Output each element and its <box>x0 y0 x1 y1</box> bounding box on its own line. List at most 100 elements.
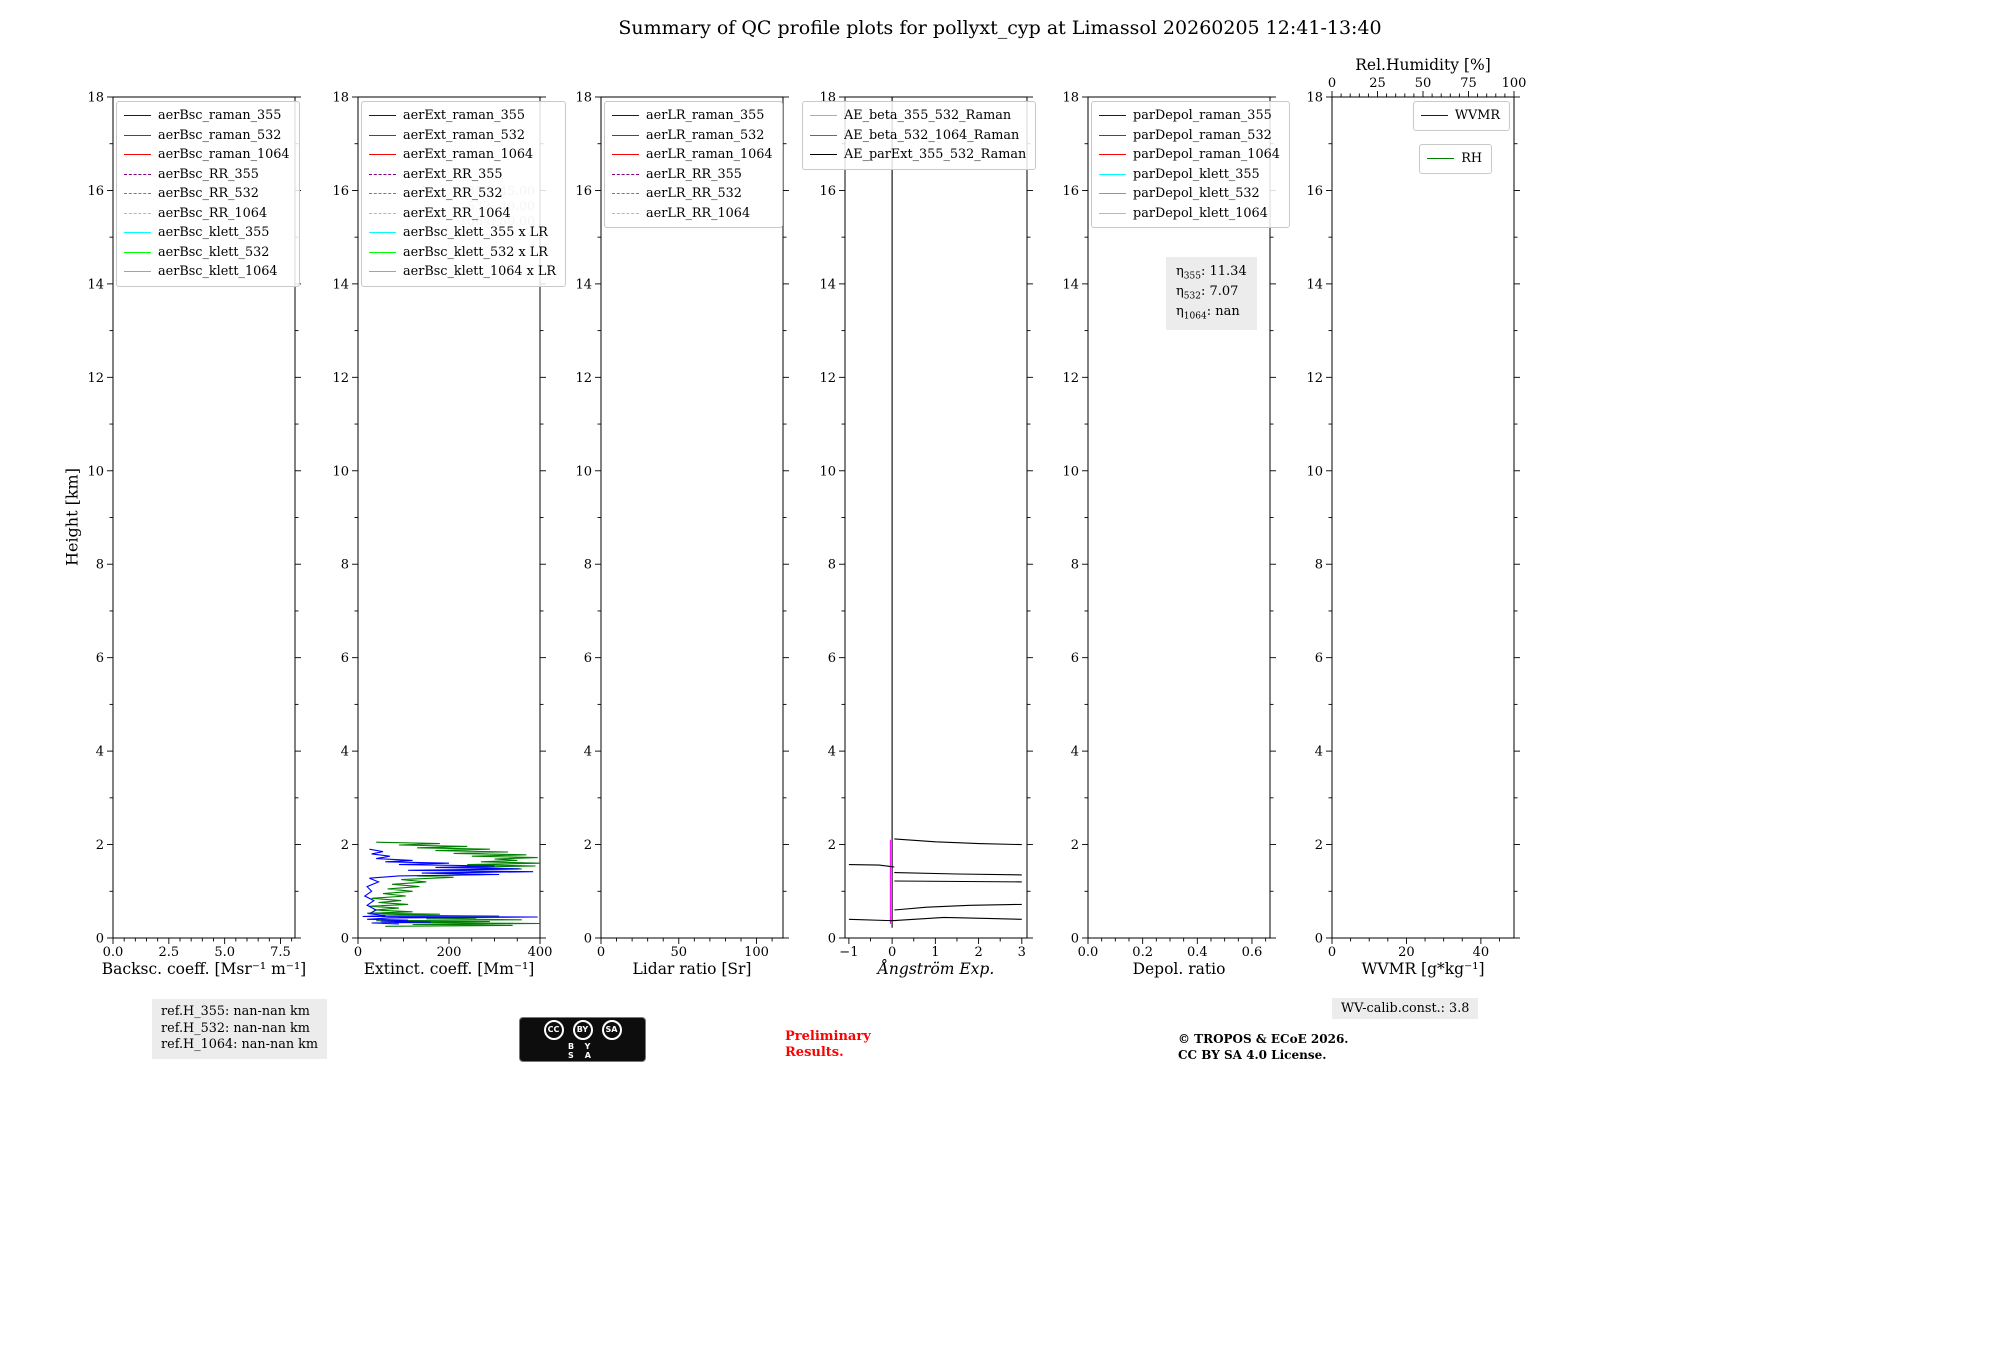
svg-text:50: 50 <box>1415 76 1432 91</box>
preliminary-line-1: Preliminary <box>785 1029 871 1044</box>
svg-text:0: 0 <box>1328 76 1336 91</box>
svg-text:50: 50 <box>671 945 688 960</box>
svg-text:2: 2 <box>974 945 982 960</box>
svg-text:40: 40 <box>1473 945 1490 960</box>
svg-text:18: 18 <box>575 91 592 106</box>
svg-text:12: 12 <box>819 371 836 386</box>
svg-text:4: 4 <box>341 745 349 760</box>
svg-text:6: 6 <box>341 651 349 666</box>
panel-6-frame <box>1331 96 1515 939</box>
svg-text:16: 16 <box>1306 184 1323 199</box>
AE_parExt_seg_2km <box>894 838 1022 846</box>
ref-h-1064: ref.H_1064: nan-nan km <box>161 1037 319 1053</box>
panel-5-frame <box>1087 96 1271 939</box>
panel-5-x-label: Depol. ratio <box>1133 960 1226 978</box>
panel-2-ticks <box>352 96 546 944</box>
panel-2-x-label: Extinct. coeff. [Mm⁻¹] <box>364 960 535 978</box>
y-axis-label: Height [km] <box>62 468 82 566</box>
svg-text:12: 12 <box>1062 371 1079 386</box>
panel-5-ticks <box>1082 96 1276 944</box>
svg-text:0.2: 0.2 <box>1132 945 1153 960</box>
svg-text:8: 8 <box>828 558 836 573</box>
panel-4-ticks <box>839 96 1033 944</box>
reference-height-box: ref.H_355: nan-nan km ref.H_532: nan-nan… <box>152 999 328 1059</box>
svg-text:0: 0 <box>1071 932 1079 947</box>
panel-1-frame <box>112 96 296 939</box>
svg-text:100: 100 <box>1502 76 1527 91</box>
svg-text:2: 2 <box>584 838 592 853</box>
svg-text:0: 0 <box>1328 945 1336 960</box>
svg-text:14: 14 <box>1062 277 1079 292</box>
svg-text:6: 6 <box>584 651 592 666</box>
svg-text:10: 10 <box>819 464 836 479</box>
svg-text:12: 12 <box>87 371 104 386</box>
svg-text:0.0: 0.0 <box>103 945 124 960</box>
top-axis-label: Rel.Humidity [%] <box>1355 56 1491 74</box>
cc-license-badge: CC BY SA BY SA <box>519 1017 646 1062</box>
panel-4-frame <box>844 96 1028 939</box>
svg-text:0: 0 <box>341 932 349 947</box>
svg-text:6: 6 <box>1315 651 1323 666</box>
svg-text:16: 16 <box>87 184 104 199</box>
svg-text:8: 8 <box>96 558 104 573</box>
svg-text:14: 14 <box>87 277 104 292</box>
svg-text:8: 8 <box>1071 558 1079 573</box>
copyright-line-1: © TROPOS & ECoE 2026. <box>1178 1032 1349 1046</box>
panel-1-ticks <box>107 96 301 944</box>
svg-text:14: 14 <box>1306 277 1323 292</box>
svg-text:14: 14 <box>575 277 592 292</box>
preliminary-line-2: Results. <box>785 1045 844 1061</box>
svg-text:16: 16 <box>1062 184 1079 199</box>
panel-3-frame <box>600 96 784 939</box>
svg-text:400: 400 <box>528 945 553 960</box>
AE_parExt_seg_1p55 <box>848 864 895 868</box>
svg-text:25: 25 <box>1369 76 1386 91</box>
AE_parExt_seg_0p7 <box>894 903 1022 911</box>
aerExt_raman_532 <box>367 841 540 927</box>
svg-text:0: 0 <box>828 932 836 947</box>
svg-text:10: 10 <box>332 464 349 479</box>
svg-text:18: 18 <box>1306 91 1323 106</box>
svg-text:14: 14 <box>819 277 836 292</box>
svg-text:6: 6 <box>1071 651 1079 666</box>
svg-text:10: 10 <box>87 464 104 479</box>
svg-text:75: 75 <box>1460 76 1477 91</box>
ref-h-532: ref.H_532: nan-nan km <box>161 1020 310 1036</box>
svg-text:4: 4 <box>1071 745 1079 760</box>
svg-text:0: 0 <box>354 945 362 960</box>
svg-text:2: 2 <box>96 838 104 853</box>
svg-text:2: 2 <box>1315 838 1323 853</box>
svg-text:4: 4 <box>96 745 104 760</box>
panel-2-frame <box>357 96 541 939</box>
svg-text:6: 6 <box>96 651 104 666</box>
svg-text:2: 2 <box>341 838 349 853</box>
AE_parExt_seg_0p4 <box>848 916 1022 922</box>
svg-text:16: 16 <box>575 184 592 199</box>
svg-text:4: 4 <box>584 745 592 760</box>
panel-5-tick-labels: 0 2 4 6 8 10 12 14 16 18 0.0 0.2 0.4 0.6 <box>1062 91 1262 961</box>
copyright-note: © TROPOS & ECoE 2026. CC BY SA 4.0 Licen… <box>1178 1032 1348 1063</box>
panel-1-tick-labels: 0 2 4 6 8 10 12 14 16 18 0.0 2.5 5.0 7.5 <box>87 91 290 961</box>
svg-text:20: 20 <box>1398 945 1415 960</box>
svg-text:8: 8 <box>1315 558 1323 573</box>
svg-text:16: 16 <box>332 184 349 199</box>
copyright-line-2: CC BY SA 4.0 License. <box>1178 1047 1327 1062</box>
svg-text:12: 12 <box>1306 371 1323 386</box>
svg-text:4: 4 <box>1315 745 1323 760</box>
aerExt_raman_355 <box>362 848 538 925</box>
by-icon: BY <box>572 1019 593 1040</box>
svg-text:18: 18 <box>332 91 349 106</box>
panel-6-x-label: WVMR [g*kg⁻¹] <box>1361 960 1484 978</box>
svg-text:2.5: 2.5 <box>158 945 179 960</box>
svg-text:10: 10 <box>575 464 592 479</box>
svg-text:0: 0 <box>584 932 592 947</box>
svg-text:0: 0 <box>96 932 104 947</box>
svg-text:100: 100 <box>744 945 769 960</box>
svg-text:8: 8 <box>584 558 592 573</box>
svg-text:−1: −1 <box>839 945 858 960</box>
svg-text:200: 200 <box>437 945 462 960</box>
panel-2-tick-labels: 0 2 4 6 8 10 12 14 16 18 0 200 400 <box>332 91 552 961</box>
svg-text:10: 10 <box>1062 464 1079 479</box>
svg-text:0: 0 <box>597 945 605 960</box>
